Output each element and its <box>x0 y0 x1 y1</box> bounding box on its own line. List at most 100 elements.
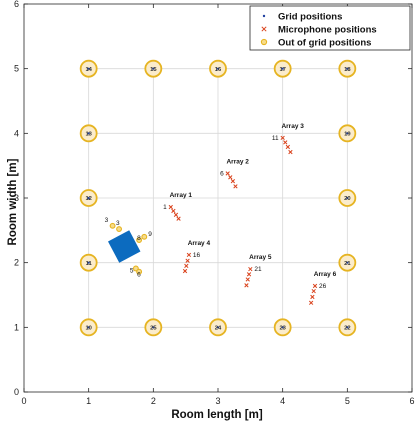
grid-position: 12 <box>79 189 98 207</box>
out-of-grid-label: 6 <box>137 272 141 279</box>
grid-position: 17 <box>273 59 292 78</box>
mic-array: Array 26 <box>220 158 249 189</box>
grid-position: 24 <box>209 318 227 337</box>
mic-array: Array 5 21 <box>244 254 272 288</box>
microphone-marker <box>228 175 233 180</box>
grid-position-label: 23 <box>279 326 286 332</box>
legend-box <box>249 5 411 51</box>
grid-position-dot <box>216 67 220 70</box>
grid-position: 15 <box>144 59 163 78</box>
array-title: Array 5 <box>249 254 272 261</box>
microphone-marker <box>225 171 230 176</box>
grid-position-label: 14 <box>85 67 92 73</box>
legend-circle-icon <box>260 38 268 46</box>
y-tick-label: 1 <box>14 322 19 332</box>
microphone-marker <box>184 263 189 269</box>
y-tick-label: 5 <box>14 64 19 74</box>
grid-position-label: 11 <box>86 261 93 267</box>
grid-position-label: 24 <box>215 326 222 332</box>
grid-position-label: 12 <box>85 196 91 202</box>
obstacle-box <box>108 230 141 263</box>
y-tick-label: 6 <box>14 0 19 9</box>
array-title: Array 4 <box>188 240 211 247</box>
array-title: Array 1 <box>170 192 193 199</box>
mic-array: Array 4 16 <box>182 240 211 274</box>
grid-position: 18 <box>338 59 357 78</box>
microphone-marker <box>280 135 285 141</box>
grid-position-dot <box>87 67 90 70</box>
out-of-grid-marker <box>136 237 143 243</box>
legend: Grid positions Microphone positions Out of… <box>249 5 411 51</box>
out-of-grid-label: 5 <box>130 267 134 274</box>
grid-position-label: 22 <box>344 326 350 332</box>
legend-label: Grid positions <box>278 12 342 23</box>
microphone-marker <box>308 300 314 305</box>
grid-position-label: 10 <box>85 326 91 332</box>
grid-position-label: 13 <box>85 132 92 138</box>
y-tick-label: 4 <box>14 128 19 138</box>
legend-item: Out of grid positions <box>260 38 371 49</box>
array-title: Array 3 <box>281 123 304 130</box>
microphone-marker <box>288 149 293 155</box>
microphone-marker <box>312 283 318 289</box>
legend-label: Microphone positions <box>278 25 377 36</box>
x-tick-label: 4 <box>280 396 285 406</box>
grid-position-dot <box>87 196 90 200</box>
grid-position-dot <box>152 326 155 329</box>
array-title: Array 6 <box>314 271 337 278</box>
microphone-marker <box>186 252 192 258</box>
array-mic-label: 6 <box>220 170 224 177</box>
out-of-grid-label: 8 <box>137 235 141 242</box>
legend-dot-icon <box>262 14 266 18</box>
grid-position-dot <box>346 196 349 200</box>
array-mic-label: 21 <box>254 266 262 273</box>
microphone-marker <box>310 294 315 300</box>
out-of-grid-label: 3 <box>116 220 120 227</box>
grid-position-dot <box>216 326 220 329</box>
grid-position-label: 16 <box>215 67 222 73</box>
out-of-grid-position: 6 <box>136 268 143 279</box>
out-of-grid-label: 9 <box>148 231 152 238</box>
grid-position-dot <box>346 67 349 70</box>
grid-position-label: 21 <box>344 261 351 267</box>
grid-position: 14 <box>79 59 98 78</box>
out-of-grid-position: 3 <box>105 217 116 229</box>
array-mic-label: 26 <box>319 283 327 290</box>
grid-position-label: 17 <box>279 67 285 73</box>
grid-position: 21 <box>338 253 357 272</box>
microphone-marker <box>245 277 250 282</box>
grid-position-dot <box>281 67 284 70</box>
x-tick-label: 5 <box>345 396 350 406</box>
grid-position-label: 19 <box>344 132 351 138</box>
grid-position: 13 <box>79 124 98 143</box>
grid-position-dot <box>152 67 155 70</box>
microphone-marker <box>311 288 316 294</box>
out-of-grid-marker <box>116 226 123 232</box>
grid-position: 10 <box>79 318 98 337</box>
legend-x-icon <box>261 26 267 32</box>
grid-position-dot <box>346 132 349 135</box>
grid-position-dot <box>87 326 90 329</box>
microphone-marker <box>185 258 190 263</box>
x-tick-label: 2 <box>151 396 156 406</box>
y-axis-title: Room width [m] <box>7 158 19 245</box>
array-mic-label: 16 <box>193 252 201 259</box>
x-tick-label: 6 <box>409 396 414 406</box>
grid-position: 22 <box>338 318 357 337</box>
microphone-marker <box>244 283 249 288</box>
grid-position-label: 25 <box>150 326 157 332</box>
x-tick-label: 3 <box>215 396 220 406</box>
out-of-grid-label: 3 <box>105 217 109 224</box>
microphone-marker <box>173 212 179 217</box>
mic-array: Array 6 26 <box>308 271 337 305</box>
grid-position-label: 18 <box>344 67 351 73</box>
legend-item: Microphone positions <box>261 25 377 36</box>
mic-array: Array 11 <box>163 192 193 221</box>
microphone-marker <box>182 268 188 274</box>
grid-position-dot <box>346 326 349 329</box>
out-of-grid-position: 8 <box>136 235 143 243</box>
grid-position-dot <box>87 261 90 264</box>
x-axis-title: Room length [m] <box>171 409 263 421</box>
y-tick-label: 3 <box>14 193 19 203</box>
